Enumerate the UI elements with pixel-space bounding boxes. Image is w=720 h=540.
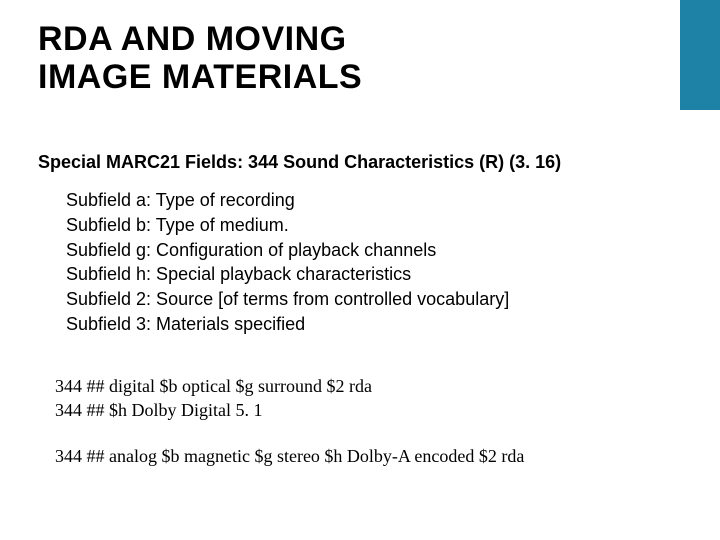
subfield-item: Subfield h: Special playback characteris… [66, 262, 509, 287]
subfield-item: Subfield g: Configuration of playback ch… [66, 238, 509, 263]
example-block-a: 344 ## digital $b optical $g surround $2… [55, 374, 372, 423]
title-line-1: RDA AND MOVING [38, 20, 362, 58]
subfield-list: Subfield a: Type of recording Subfield b… [66, 188, 509, 337]
section-heading: Special MARC21 Fields: 344 Sound Charact… [38, 152, 561, 173]
subfield-item: Subfield 2: Source [of terms from contro… [66, 287, 509, 312]
title-line-2: IMAGE MATERIALS [38, 58, 362, 96]
subfield-item: Subfield 3: Materials specified [66, 312, 509, 337]
slide: RDA AND MOVING IMAGE MATERIALS Special M… [0, 0, 720, 540]
example-line: 344 ## analog $b magnetic $g stereo $h D… [55, 444, 524, 468]
slide-title: RDA AND MOVING IMAGE MATERIALS [38, 20, 362, 96]
example-line: 344 ## $h Dolby Digital 5. 1 [55, 398, 372, 422]
example-block-b: 344 ## analog $b magnetic $g stereo $h D… [55, 444, 524, 468]
example-line: 344 ## digital $b optical $g surround $2… [55, 374, 372, 398]
subfield-item: Subfield a: Type of recording [66, 188, 509, 213]
subfield-item: Subfield b: Type of medium. [66, 213, 509, 238]
accent-bar [680, 0, 720, 110]
